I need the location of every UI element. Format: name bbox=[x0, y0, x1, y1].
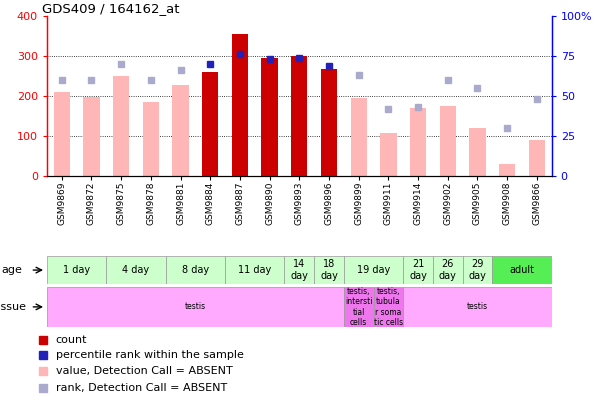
Text: 14
day: 14 day bbox=[290, 259, 308, 281]
Bar bbox=[374, 287, 403, 327]
Bar bbox=[433, 256, 463, 284]
Text: GDS409 / 164162_at: GDS409 / 164162_at bbox=[42, 2, 179, 15]
Text: 26
day: 26 day bbox=[439, 259, 457, 281]
Bar bbox=[106, 256, 166, 284]
Text: rank, Detection Call = ABSENT: rank, Detection Call = ABSENT bbox=[55, 383, 227, 393]
Text: testis,
tubula
r soma
tic cells: testis, tubula r soma tic cells bbox=[374, 287, 403, 327]
Bar bbox=[113, 76, 129, 176]
Bar bbox=[232, 34, 248, 176]
Text: 11 day: 11 day bbox=[238, 265, 272, 275]
Bar bbox=[84, 97, 100, 176]
Bar bbox=[202, 72, 218, 176]
Bar bbox=[344, 287, 374, 327]
Text: 1 day: 1 day bbox=[63, 265, 90, 275]
Text: percentile rank within the sample: percentile rank within the sample bbox=[55, 350, 243, 360]
Bar bbox=[225, 256, 284, 284]
Text: adult: adult bbox=[510, 265, 534, 275]
Bar bbox=[47, 256, 106, 284]
Bar bbox=[463, 256, 492, 284]
Bar bbox=[314, 256, 344, 284]
Bar bbox=[284, 256, 314, 284]
Bar bbox=[492, 256, 552, 284]
Bar bbox=[344, 256, 403, 284]
Bar bbox=[380, 133, 397, 176]
Bar bbox=[47, 287, 344, 327]
Text: 19 day: 19 day bbox=[357, 265, 390, 275]
Bar bbox=[499, 164, 515, 176]
Text: count: count bbox=[55, 335, 87, 345]
Bar bbox=[410, 108, 426, 176]
Text: testis: testis bbox=[185, 303, 206, 311]
Bar bbox=[142, 102, 159, 176]
Bar bbox=[469, 128, 486, 176]
Bar bbox=[321, 69, 337, 176]
Bar bbox=[439, 106, 456, 176]
Bar bbox=[403, 256, 433, 284]
Text: testis: testis bbox=[467, 303, 488, 311]
Text: 8 day: 8 day bbox=[182, 265, 209, 275]
Text: testis,
intersti
tial
cells: testis, intersti tial cells bbox=[345, 287, 373, 327]
Text: 4 day: 4 day bbox=[123, 265, 150, 275]
Text: 21
day: 21 day bbox=[409, 259, 427, 281]
Bar bbox=[403, 287, 552, 327]
Bar bbox=[53, 92, 70, 176]
Text: 29
day: 29 day bbox=[469, 259, 486, 281]
Text: value, Detection Call = ABSENT: value, Detection Call = ABSENT bbox=[55, 366, 232, 376]
Bar bbox=[166, 256, 225, 284]
Bar bbox=[261, 58, 278, 176]
Text: age: age bbox=[1, 265, 22, 275]
Bar bbox=[291, 56, 308, 176]
Bar bbox=[172, 85, 189, 176]
Text: tissue: tissue bbox=[0, 302, 27, 312]
Bar bbox=[529, 140, 545, 176]
Bar bbox=[350, 98, 367, 176]
Text: 18
day: 18 day bbox=[320, 259, 338, 281]
